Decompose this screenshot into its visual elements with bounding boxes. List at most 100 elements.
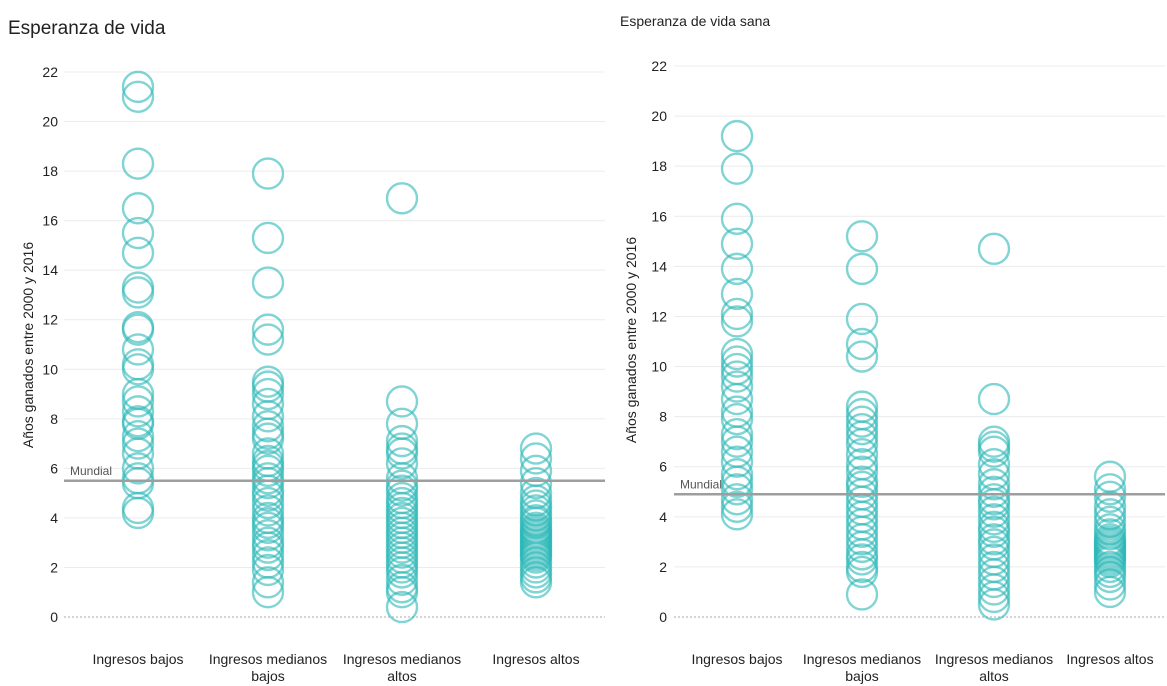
data-point xyxy=(845,327,879,361)
data-point xyxy=(977,488,1011,521)
data-point xyxy=(720,445,754,478)
data-point xyxy=(1093,568,1127,601)
data-point xyxy=(845,530,879,564)
y-tick-label: 10 xyxy=(42,361,58,377)
data-point xyxy=(720,382,754,416)
data-point xyxy=(121,236,155,270)
y-tick-label: 18 xyxy=(42,163,58,179)
world-reference-label: Mundial xyxy=(680,477,722,491)
data-point xyxy=(251,157,285,190)
data-point xyxy=(251,538,285,572)
data-point xyxy=(720,402,754,436)
data-point xyxy=(720,202,754,235)
chart-title: Esperanza de vida xyxy=(8,18,166,39)
data-point xyxy=(251,511,285,545)
data-point xyxy=(251,454,285,488)
y-tick-label: 14 xyxy=(651,258,667,274)
data-point xyxy=(977,495,1011,529)
data-point xyxy=(1093,490,1127,523)
data-point xyxy=(251,221,285,255)
data-point xyxy=(385,437,419,470)
data-point xyxy=(121,313,155,346)
data-point xyxy=(845,523,879,556)
data-point xyxy=(720,465,754,498)
data-point xyxy=(121,333,155,366)
data-point xyxy=(720,277,754,311)
y-tick-label: 20 xyxy=(42,114,58,130)
data-point xyxy=(121,70,155,104)
data-point xyxy=(251,467,285,500)
y-tick-label: 16 xyxy=(651,208,667,224)
data-point xyxy=(720,458,754,491)
data-point xyxy=(251,553,285,587)
data-point xyxy=(385,576,419,609)
data-point xyxy=(977,515,1011,549)
y-tick-label: 16 xyxy=(42,213,58,229)
data-point xyxy=(977,475,1011,508)
data-point xyxy=(977,565,1011,599)
y-tick-label: 10 xyxy=(651,359,667,375)
x-category-label: Ingresos altos xyxy=(492,651,579,667)
data-point xyxy=(845,555,879,589)
y-axis-label: Años ganados entre 2000 y 2016 xyxy=(623,237,639,443)
data-point xyxy=(121,427,155,460)
data-point xyxy=(720,152,754,185)
y-tick-label: 0 xyxy=(659,609,667,625)
data-point xyxy=(251,576,285,609)
data-point xyxy=(251,323,285,356)
y-tick-label: 4 xyxy=(659,509,667,525)
data-point xyxy=(121,395,155,428)
y-tick-label: 20 xyxy=(651,108,667,124)
data-point xyxy=(845,340,879,373)
data-point xyxy=(121,496,155,530)
x-category-label: Ingresos bajos xyxy=(691,651,782,667)
data-point xyxy=(121,216,155,250)
data-point xyxy=(720,490,754,523)
data-point xyxy=(121,452,155,485)
data-point xyxy=(251,494,285,527)
y-tick-label: 14 xyxy=(42,262,58,278)
data-point xyxy=(385,563,419,597)
x-category-label: Ingresos altos xyxy=(1066,651,1153,667)
data-point xyxy=(720,252,754,286)
data-point xyxy=(1093,480,1127,513)
data-point xyxy=(845,578,879,611)
data-point xyxy=(519,432,553,465)
data-point xyxy=(720,345,754,378)
y-tick-label: 6 xyxy=(50,460,58,476)
data-point xyxy=(720,425,754,458)
data-point xyxy=(251,410,285,443)
data-point xyxy=(1093,473,1127,506)
data-point xyxy=(385,182,419,215)
y-tick-label: 8 xyxy=(659,409,667,425)
y-tick-label: 22 xyxy=(42,64,58,80)
data-point xyxy=(519,442,553,475)
data-point xyxy=(385,447,419,480)
data-point xyxy=(720,227,754,261)
x-category-label: Ingresos bajos xyxy=(92,651,183,667)
healthy-life-expectancy-chart: Esperanza de vida sana Años ganados entr… xyxy=(620,13,1165,684)
y-tick-label: 22 xyxy=(651,58,667,74)
data-point xyxy=(845,420,879,453)
data-point xyxy=(977,382,1011,416)
data-point xyxy=(977,573,1011,606)
data-point xyxy=(251,531,285,564)
x-category-label: Ingresos medianos bajos xyxy=(803,651,921,684)
data-point xyxy=(977,580,1011,614)
data-point xyxy=(720,305,754,338)
data-point xyxy=(251,400,285,433)
y-tick-label: 12 xyxy=(651,308,667,324)
data-point xyxy=(251,566,285,599)
data-point xyxy=(1093,575,1127,609)
data-point xyxy=(845,302,879,336)
data-point xyxy=(251,313,285,346)
data-point xyxy=(251,377,285,411)
x-category-label: Ingresos medianos bajos xyxy=(209,651,327,684)
data-point xyxy=(720,297,754,331)
data-point xyxy=(845,220,879,253)
data-point xyxy=(977,588,1011,621)
life-expectancy-chart: Esperanza de vida Años ganados entre 200… xyxy=(8,18,605,684)
y-axis-label: Años ganados entre 2000 y 2016 xyxy=(20,242,36,448)
data-point xyxy=(977,448,1011,481)
